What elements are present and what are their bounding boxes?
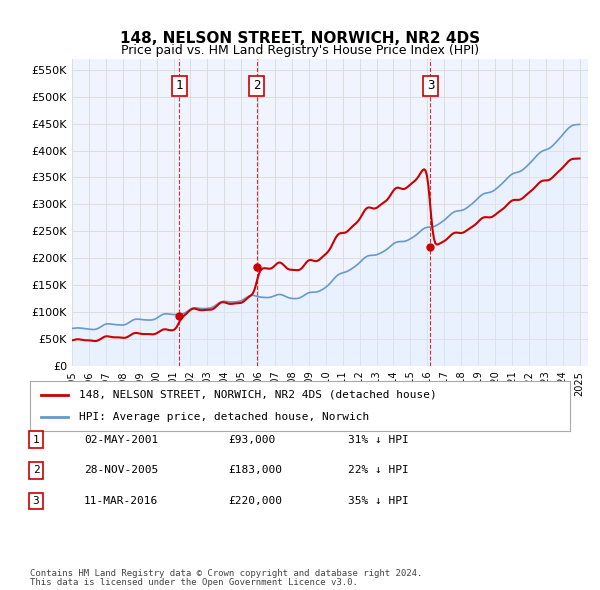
Text: 1: 1 <box>176 80 183 93</box>
Text: Price paid vs. HM Land Registry's House Price Index (HPI): Price paid vs. HM Land Registry's House … <box>121 44 479 57</box>
Text: 3: 3 <box>427 80 434 93</box>
Text: 02-MAY-2001: 02-MAY-2001 <box>84 435 158 444</box>
Text: 11-MAR-2016: 11-MAR-2016 <box>84 496 158 506</box>
Text: 35% ↓ HPI: 35% ↓ HPI <box>348 496 409 506</box>
Text: 148, NELSON STREET, NORWICH, NR2 4DS: 148, NELSON STREET, NORWICH, NR2 4DS <box>120 31 480 46</box>
Text: This data is licensed under the Open Government Licence v3.0.: This data is licensed under the Open Gov… <box>30 578 358 588</box>
Text: £93,000: £93,000 <box>228 435 275 444</box>
Text: 2: 2 <box>253 80 260 93</box>
Text: Contains HM Land Registry data © Crown copyright and database right 2024.: Contains HM Land Registry data © Crown c… <box>30 569 422 578</box>
Text: HPI: Average price, detached house, Norwich: HPI: Average price, detached house, Norw… <box>79 412 369 422</box>
Text: 1: 1 <box>32 435 40 444</box>
Text: £183,000: £183,000 <box>228 466 282 475</box>
Text: 31% ↓ HPI: 31% ↓ HPI <box>348 435 409 444</box>
Text: £220,000: £220,000 <box>228 496 282 506</box>
Text: 28-NOV-2005: 28-NOV-2005 <box>84 466 158 475</box>
Text: 22% ↓ HPI: 22% ↓ HPI <box>348 466 409 475</box>
Text: 2: 2 <box>32 466 40 475</box>
Text: 3: 3 <box>32 496 40 506</box>
Text: 148, NELSON STREET, NORWICH, NR2 4DS (detached house): 148, NELSON STREET, NORWICH, NR2 4DS (de… <box>79 389 436 399</box>
